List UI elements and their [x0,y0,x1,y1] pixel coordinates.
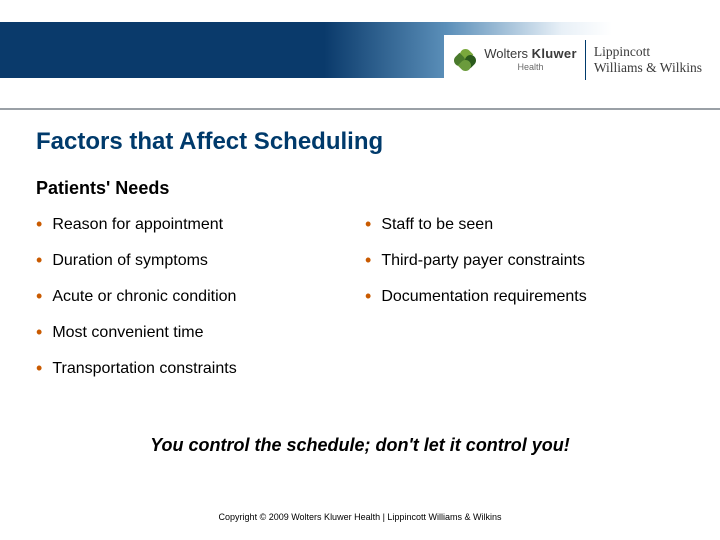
wk-subtext: Health [484,63,577,73]
header: Wolters Kluwer Health Lippincott William… [0,0,720,100]
list-item: • Reason for appointment [36,215,355,235]
bullet-icon: • [365,287,371,307]
bullet-columns: • Reason for appointment • Duration of s… [36,215,684,395]
wk-clover-icon [454,49,476,71]
slide-title: Factors that Affect Scheduling [36,128,684,156]
bullet-icon: • [36,323,42,343]
list-item: • Transportation constraints [36,359,355,379]
slide-content: Factors that Affect Scheduling Patients'… [0,100,720,456]
brand-divider [585,40,586,80]
lww-line1: Lippincott [594,44,702,60]
list-item: • Staff to be seen [365,215,684,235]
bullet-icon: • [36,215,42,235]
list-item-text: Third-party payer constraints [381,251,585,271]
wk-word2: Kluwer [532,46,577,61]
list-item: • Acute or chronic condition [36,287,355,307]
brand-block: Wolters Kluwer Health Lippincott William… [444,35,702,85]
bullet-icon: • [365,251,371,271]
header-underline [0,108,720,110]
list-item-text: Transportation constraints [52,359,236,379]
list-item: • Third-party payer constraints [365,251,684,271]
bullet-icon: • [365,215,371,235]
list-item: • Duration of symptoms [36,251,355,271]
bullet-icon: • [36,287,42,307]
list-item-text: Most convenient time [52,323,203,343]
list-item-text: Duration of symptoms [52,251,208,271]
list-item-text: Documentation requirements [381,287,586,307]
list-item: • Most convenient time [36,323,355,343]
right-column: • Staff to be seen • Third-party payer c… [365,215,684,395]
left-column: • Reason for appointment • Duration of s… [36,215,355,395]
list-item-text: Staff to be seen [381,215,493,235]
bullet-icon: • [36,359,42,379]
bullet-icon: • [36,251,42,271]
wolters-kluwer-logo-text: Wolters Kluwer Health [484,47,577,73]
lww-logo-text: Lippincott Williams & Wilkins [594,44,702,75]
copyright-line: Copyright © 2009 Wolters Kluwer Health |… [0,512,720,522]
callout-text: You control the schedule; don't let it c… [36,435,684,456]
slide-subtitle: Patients' Needs [36,178,684,199]
lww-line2: Williams & Wilkins [594,60,702,76]
list-item-text: Acute or chronic condition [52,287,236,307]
wk-word1: Wolters [484,46,528,61]
list-item: • Documentation requirements [365,287,684,307]
list-item-text: Reason for appointment [52,215,223,235]
